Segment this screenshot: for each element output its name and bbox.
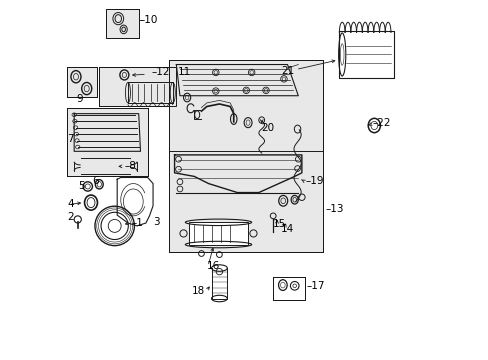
Bar: [67, 108, 147, 176]
Bar: [99, 67, 176, 107]
Text: 9: 9: [76, 94, 82, 104]
Text: 11: 11: [177, 67, 190, 77]
Bar: [273, 277, 305, 300]
Text: 21: 21: [281, 66, 294, 76]
Text: 15: 15: [273, 219, 286, 229]
Text: 5: 5: [78, 181, 84, 191]
Text: 6: 6: [92, 176, 99, 186]
Text: 14: 14: [280, 225, 293, 234]
Text: –1: –1: [131, 218, 143, 228]
Bar: [99, 67, 176, 107]
Text: –12: –12: [151, 67, 169, 77]
Bar: [67, 67, 97, 97]
Bar: [273, 277, 305, 300]
Text: –13: –13: [325, 204, 343, 215]
Text: 16: 16: [206, 261, 220, 271]
Text: 7: 7: [67, 135, 74, 144]
Text: 20: 20: [261, 123, 274, 133]
Bar: [67, 67, 97, 97]
Bar: [169, 60, 323, 252]
Text: 4: 4: [67, 199, 74, 210]
Bar: [273, 277, 305, 300]
Text: –22: –22: [372, 118, 390, 128]
Bar: [188, 222, 247, 244]
Bar: [106, 9, 139, 39]
Bar: [169, 151, 323, 252]
Text: –17: –17: [306, 281, 325, 291]
Text: –8: –8: [124, 161, 136, 171]
Text: –10: –10: [140, 15, 158, 26]
Text: 18: 18: [191, 286, 204, 296]
Text: 3: 3: [153, 217, 160, 227]
Bar: [106, 9, 139, 39]
Bar: [67, 108, 147, 176]
Text: 2: 2: [67, 212, 74, 221]
Text: –19: –19: [305, 176, 324, 186]
Bar: [169, 60, 323, 252]
